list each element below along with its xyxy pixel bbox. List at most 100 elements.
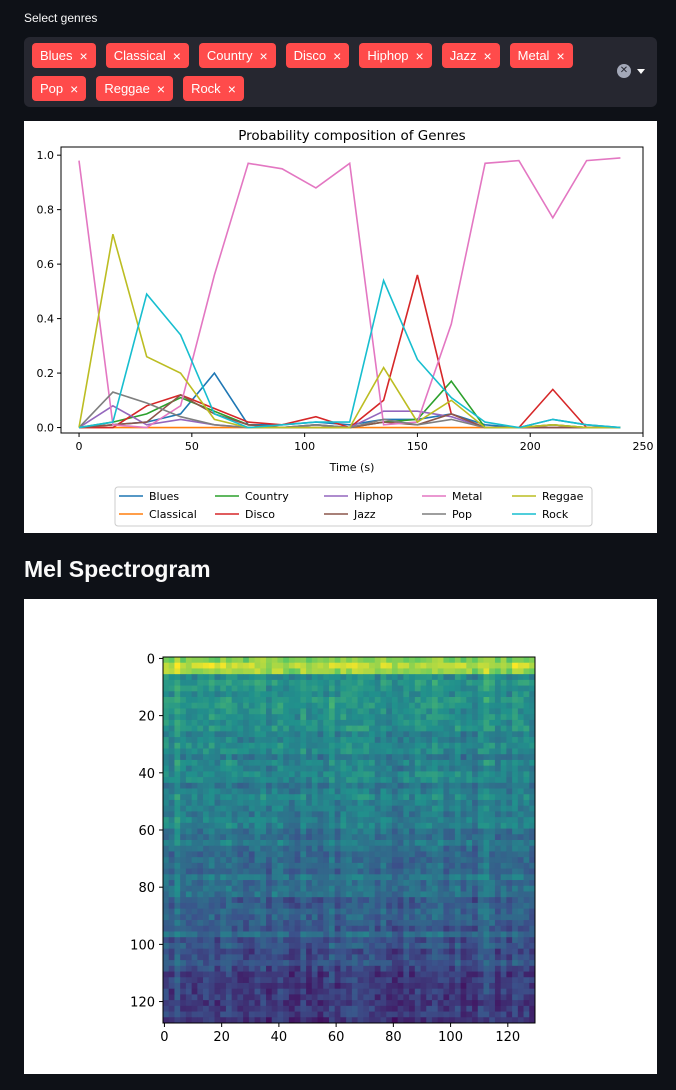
spectrogram-cell [185, 708, 193, 715]
remove-chip-icon[interactable]: × [556, 47, 565, 64]
remove-chip-icon[interactable]: × [79, 47, 88, 64]
spectrogram-cell [288, 942, 296, 950]
spectrogram-cell [449, 737, 456, 744]
spectrogram-cell [243, 811, 250, 818]
spectrogram-cell [409, 965, 416, 972]
spectrogram-cell [506, 925, 513, 932]
spectrogram-cell [403, 782, 410, 789]
spectrogram-cell [489, 674, 496, 681]
spectrogram-cell [386, 725, 393, 732]
spectrogram-cell [266, 851, 273, 858]
spectrogram-cell [237, 942, 244, 950]
spectrogram-cell [523, 817, 530, 824]
spectrogram-cell [197, 902, 204, 910]
spectrogram-cell [311, 891, 318, 898]
genre-chip-jazz[interactable]: Jazz × [441, 43, 500, 68]
spectrogram-cell [460, 822, 467, 829]
spectrogram-cell [494, 920, 502, 927]
spectrogram-cell [180, 805, 187, 812]
spectrogram-cell [431, 822, 439, 829]
spectrogram-cell [466, 851, 473, 858]
spectrogram-cell [506, 697, 513, 704]
spectrogram-cell [340, 868, 347, 875]
spectrogram-cell [243, 897, 250, 904]
genre-chip-rock[interactable]: Rock × [183, 76, 244, 101]
spectrogram-cell [328, 731, 336, 738]
spectrogram-cell [163, 662, 170, 669]
spectrogram-cell [494, 725, 502, 732]
spectrogram-cell [357, 828, 364, 835]
spectrogram-cell [477, 828, 484, 835]
genre-chip-country[interactable]: Country × [198, 43, 276, 68]
spectrogram-cell [397, 977, 404, 984]
genre-multiselect[interactable]: Blues × Classical × Country × Disco × Hiphop × Jaz… [24, 37, 657, 107]
remove-chip-icon[interactable]: × [227, 80, 236, 97]
spectrogram-cell [466, 880, 473, 887]
spectrogram-cell [397, 788, 404, 795]
spectrogram-cell [208, 668, 215, 675]
genre-chip-disco[interactable]: Disco × [285, 43, 350, 68]
remove-chip-icon[interactable]: × [415, 47, 424, 64]
spectrogram-cell [346, 719, 353, 727]
genre-chip-hiphop[interactable]: Hiphop × [359, 43, 432, 68]
spectrogram-cell [306, 988, 313, 995]
spectrogram-cell [506, 662, 513, 669]
spectrogram-cell [420, 817, 427, 824]
spectrogram-cell [431, 668, 439, 675]
spectrogram-cell [288, 754, 296, 761]
spectrogram-cell [460, 782, 467, 789]
spectrogram-cell [472, 868, 479, 875]
spectrogram-cell [306, 937, 313, 944]
spectrogram-cell [237, 925, 244, 932]
remove-chip-icon[interactable]: × [70, 80, 79, 97]
spectrogram-cell [500, 868, 507, 875]
spectrogram-cell [391, 702, 399, 709]
spectrogram-cell [288, 702, 296, 709]
remove-chip-icon[interactable]: × [333, 47, 342, 64]
spectrogram-cell [231, 668, 238, 675]
spectrogram-cell [409, 657, 416, 664]
spectrogram-cell [311, 948, 318, 955]
spectrogram-cell [460, 754, 467, 761]
genre-chip-pop[interactable]: Pop × [32, 76, 87, 101]
spectrogram-cell [323, 982, 330, 990]
remove-chip-icon[interactable]: × [172, 47, 181, 64]
spectrogram-cell [243, 748, 250, 755]
remove-chip-icon[interactable]: × [483, 47, 492, 64]
spectrogram-cell [346, 765, 353, 772]
spectrogram-cell [523, 845, 530, 852]
spectrogram-cell [529, 822, 536, 829]
spectrogram-cell [437, 731, 444, 738]
clear-all-icon[interactable]: ✕ [617, 64, 631, 78]
spectrogram-cell [317, 702, 324, 709]
spectrogram-cell [472, 960, 479, 967]
spectrogram-cell [237, 862, 244, 869]
spectrogram-cell [271, 725, 278, 732]
spectrogram-cell [237, 948, 244, 955]
spectrogram-cell [340, 880, 347, 887]
spectrogram-cell [523, 737, 530, 744]
genre-chip-classical[interactable]: Classical × [105, 43, 189, 68]
genre-chip-metal[interactable]: Metal × [509, 43, 573, 68]
spectrogram-cell [243, 714, 250, 721]
spectrogram-cell [397, 725, 404, 732]
spectrogram-cell [334, 731, 341, 738]
spectrogram-cell [271, 685, 278, 692]
genre-chip-blues[interactable]: Blues × [32, 43, 96, 68]
spectrogram-cell [208, 1011, 215, 1018]
remove-chip-icon[interactable]: × [259, 47, 268, 64]
spectrogram-cell [443, 799, 450, 807]
spectrogram-cell [168, 931, 175, 938]
genre-chip-reggae[interactable]: Reggae × [96, 76, 174, 101]
spectrogram-cell [489, 697, 496, 704]
spectrogram-cell [191, 948, 198, 955]
spectrogram-cell [449, 708, 456, 715]
remove-chip-icon[interactable]: × [156, 80, 166, 97]
spectrogram-cell [443, 828, 450, 835]
spectrogram-cell [477, 931, 484, 938]
spectrogram-cell [517, 862, 524, 869]
spectrogram-cell [288, 765, 296, 772]
spectrogram-cell [283, 857, 290, 864]
spectrogram-cell [220, 891, 227, 898]
chevron-down-icon[interactable] [637, 68, 645, 74]
